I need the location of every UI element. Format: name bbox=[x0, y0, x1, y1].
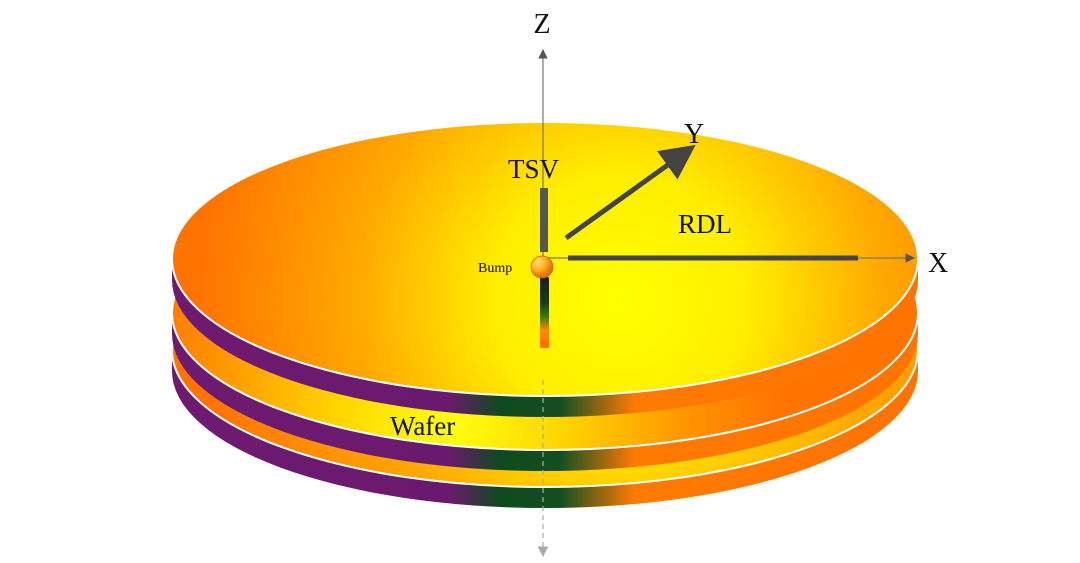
y-axis-label: Y bbox=[684, 119, 704, 150]
y-axis-line bbox=[564, 144, 696, 241]
rdl-label: RDL bbox=[678, 209, 732, 239]
bump-label: Bump bbox=[478, 261, 512, 276]
x-axis-label: X bbox=[928, 248, 948, 279]
tsv-lower-bar bbox=[540, 277, 549, 348]
wafer-label: Wafer bbox=[390, 411, 455, 441]
tsv-label: TSV bbox=[508, 154, 560, 184]
top-disc-rim bbox=[171, 121, 919, 397]
bump-ball bbox=[530, 255, 554, 279]
z-axis-label: Z bbox=[533, 9, 550, 40]
